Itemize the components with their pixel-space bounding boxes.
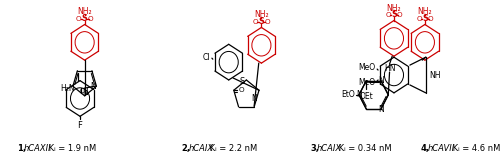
Text: hCAXII: hCAXII bbox=[24, 144, 52, 153]
Text: N: N bbox=[378, 105, 384, 114]
Text: hCAVII: hCAVII bbox=[428, 144, 455, 153]
Text: S: S bbox=[258, 17, 264, 26]
Text: Kᵢ = 1.9 nM: Kᵢ = 1.9 nM bbox=[46, 144, 96, 153]
Text: HN: HN bbox=[384, 64, 396, 73]
Text: O: O bbox=[80, 88, 85, 94]
Text: 2,: 2, bbox=[182, 144, 191, 153]
Text: Kᵢ = 4.6 nM: Kᵢ = 4.6 nM bbox=[450, 144, 500, 153]
Text: S: S bbox=[82, 14, 87, 23]
Text: Kᵢ = 0.34 nM: Kᵢ = 0.34 nM bbox=[336, 144, 392, 153]
Text: N: N bbox=[378, 76, 384, 85]
Text: O: O bbox=[264, 19, 270, 24]
Text: MeO: MeO bbox=[358, 78, 376, 87]
Text: O: O bbox=[397, 12, 402, 18]
Text: N: N bbox=[252, 94, 257, 103]
Text: hCAIX: hCAIX bbox=[317, 144, 342, 153]
Text: H₂N: H₂N bbox=[60, 84, 75, 93]
Text: NH₂: NH₂ bbox=[386, 4, 402, 13]
Text: F: F bbox=[78, 121, 82, 130]
Text: O: O bbox=[416, 16, 422, 22]
Text: NH₂: NH₂ bbox=[254, 11, 268, 20]
Text: 4,: 4, bbox=[420, 144, 430, 153]
Text: N: N bbox=[90, 82, 96, 91]
Text: Kᵢ = 2.2 nM: Kᵢ = 2.2 nM bbox=[208, 144, 258, 153]
Text: O: O bbox=[239, 87, 244, 93]
Text: S: S bbox=[391, 10, 397, 19]
Text: O: O bbox=[428, 16, 434, 22]
Text: O: O bbox=[88, 16, 94, 22]
Text: Cl: Cl bbox=[202, 53, 210, 62]
Text: MeO: MeO bbox=[358, 63, 376, 72]
Text: S: S bbox=[240, 78, 244, 86]
Text: NH: NH bbox=[430, 71, 441, 80]
Text: EtO: EtO bbox=[341, 90, 354, 99]
Text: O: O bbox=[252, 19, 258, 24]
Text: O: O bbox=[386, 12, 391, 18]
Text: hCAIX: hCAIX bbox=[189, 144, 214, 153]
Text: NH₂: NH₂ bbox=[78, 7, 92, 16]
Text: N: N bbox=[82, 88, 87, 97]
Text: 1,: 1, bbox=[16, 144, 26, 153]
Text: 3,: 3, bbox=[310, 144, 319, 153]
Text: S: S bbox=[422, 14, 428, 23]
Text: OEt: OEt bbox=[360, 92, 373, 101]
Text: N: N bbox=[356, 90, 362, 99]
Text: O: O bbox=[76, 16, 82, 22]
Text: NH₂: NH₂ bbox=[418, 7, 432, 16]
